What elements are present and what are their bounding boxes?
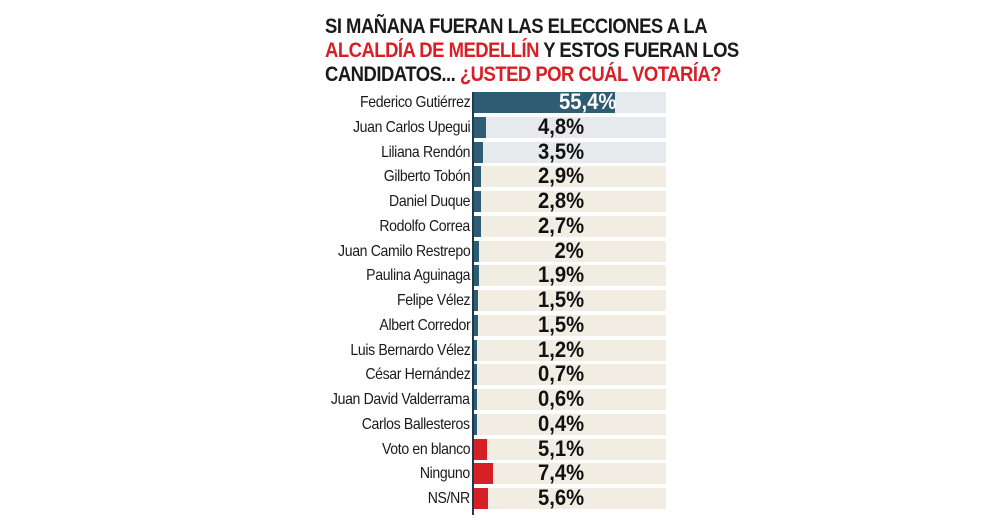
value-label: 2,9% bbox=[537, 163, 584, 189]
bar bbox=[474, 215, 481, 237]
chart-row: Paulina Aguinaga 1,9% bbox=[0, 262, 1000, 288]
bar-track bbox=[474, 438, 666, 460]
bar bbox=[474, 265, 479, 287]
value-label: 0,7% bbox=[537, 361, 584, 387]
bar-track bbox=[474, 240, 666, 262]
category-label: Voto en blanco bbox=[381, 440, 471, 458]
value-label: 5,1% bbox=[537, 435, 584, 461]
value-label: 2,7% bbox=[537, 212, 584, 238]
bar-track bbox=[474, 339, 666, 361]
chart-row: Albert Corredor 1,5% bbox=[0, 311, 1000, 337]
bar-track bbox=[474, 215, 666, 237]
category-label: Rodolfo Correa bbox=[379, 217, 470, 235]
value-label: 1,2% bbox=[537, 336, 584, 362]
bar-track bbox=[474, 364, 666, 386]
bar-track bbox=[474, 116, 666, 138]
bar bbox=[474, 389, 477, 410]
category-label: Ninguno bbox=[420, 465, 470, 483]
chart-row: Luis Bernardo Vélez 1,2% bbox=[0, 336, 1000, 362]
category-label: Juan David Valderrama bbox=[331, 391, 470, 408]
value-label: 2% bbox=[554, 237, 584, 263]
bar bbox=[474, 314, 478, 336]
bar-track bbox=[474, 413, 666, 435]
chart-row: Voto en blanco 5,1% bbox=[0, 435, 1000, 461]
bar-track bbox=[474, 314, 666, 336]
value-label: 4,8% bbox=[537, 113, 584, 139]
value-label: 1,9% bbox=[537, 262, 584, 288]
chart-title: SI MAÑANA FUERAN LAS ELECCIONES A LA ALC… bbox=[325, 14, 739, 86]
bar-track bbox=[474, 463, 666, 485]
bar bbox=[474, 166, 482, 188]
bar bbox=[474, 339, 478, 361]
category-label: Carlos Ballesteros bbox=[362, 415, 470, 433]
bar-track bbox=[474, 191, 666, 212]
bar bbox=[474, 141, 483, 163]
chart-row: Federico Gutiérrez 55,4% bbox=[0, 89, 1000, 114]
bar bbox=[474, 413, 477, 435]
chart-row: César Hernández 0,7% bbox=[0, 361, 1000, 387]
value-label: 1,5% bbox=[537, 287, 584, 312]
chart-row: Rodolfo Correa 2,7% bbox=[0, 212, 1000, 238]
title-line-3: CANDIDATOS... bbox=[325, 62, 460, 86]
title-highlight-1: ALCALDÍA DE MEDELLÍN bbox=[325, 38, 539, 62]
category-label: Gilberto Tobón bbox=[383, 168, 471, 186]
category-label: NS/NR bbox=[427, 490, 470, 507]
chart-row: Felipe Vélez 1,5% bbox=[0, 287, 1000, 312]
chart-row: Juan Carlos Upegui 4,8% bbox=[0, 113, 1000, 139]
value-label: 1,5% bbox=[537, 311, 584, 337]
bar bbox=[474, 240, 480, 262]
value-label: 7,4% bbox=[537, 460, 584, 486]
bar-track bbox=[474, 389, 666, 410]
category-label: Liliana Rendón bbox=[380, 143, 470, 161]
chart-row: Daniel Duque 2,8% bbox=[0, 188, 1000, 213]
category-label: Juan Camilo Restrepo bbox=[337, 242, 471, 260]
value-label: 2,8% bbox=[537, 188, 584, 213]
category-label: Federico Gutiérrez bbox=[359, 94, 471, 111]
chart-row: Liliana Rendón 3,5% bbox=[0, 138, 1000, 164]
value-label: 3,5% bbox=[537, 138, 584, 164]
title-highlight-2: ¿USTED POR CUÁL VOTARÍA? bbox=[459, 62, 722, 86]
bar bbox=[474, 438, 487, 460]
bar bbox=[474, 92, 616, 113]
bar bbox=[474, 488, 489, 509]
chart-row: NS/NR 5,6% bbox=[0, 485, 1000, 510]
value-label: 0,6% bbox=[537, 386, 584, 411]
category-label: Albert Corredor bbox=[379, 316, 470, 334]
chart-row: Gilberto Tobón 2,9% bbox=[0, 163, 1000, 189]
bar-track bbox=[474, 290, 666, 311]
category-label: César Hernández bbox=[364, 366, 470, 384]
bar-track bbox=[474, 265, 666, 287]
bar-track bbox=[474, 141, 666, 163]
bar bbox=[474, 191, 482, 212]
chart-row: Ninguno 7,4% bbox=[0, 460, 1000, 486]
bar bbox=[474, 463, 493, 485]
chart-row: Carlos Ballesteros 0,4% bbox=[0, 410, 1000, 436]
bar bbox=[474, 290, 478, 311]
bar-track bbox=[474, 488, 666, 509]
title-line-1: SI MAÑANA FUERAN LAS ELECCIONES A LA bbox=[325, 14, 708, 38]
value-label: 5,6% bbox=[537, 485, 584, 510]
category-label: Luis Bernardo Vélez bbox=[349, 341, 470, 359]
bar bbox=[474, 116, 487, 138]
bar bbox=[474, 364, 477, 386]
category-label: Juan Carlos Upegui bbox=[352, 118, 471, 136]
category-label: Daniel Duque bbox=[388, 193, 470, 210]
bar-track bbox=[474, 166, 666, 188]
title-line-2: Y ESTOS FUERAN LOS bbox=[538, 38, 739, 62]
category-label: Felipe Vélez bbox=[396, 292, 471, 309]
value-label: 55,4% bbox=[558, 89, 616, 114]
category-label: Paulina Aguinaga bbox=[366, 267, 470, 285]
value-label: 0,4% bbox=[537, 410, 584, 436]
chart-row: Juan David Valderrama 0,6% bbox=[0, 386, 1000, 411]
y-axis-line bbox=[472, 92, 474, 515]
chart-row: Juan Camilo Restrepo 2% bbox=[0, 237, 1000, 263]
